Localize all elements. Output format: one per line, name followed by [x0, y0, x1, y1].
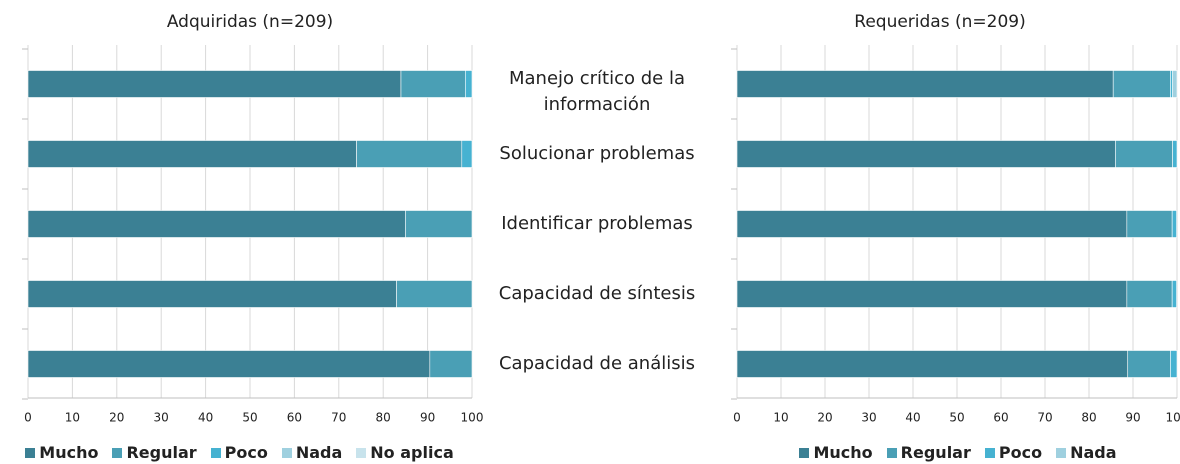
x-tick-label: 60 — [287, 411, 302, 425]
x-tick-label: 20 — [109, 411, 124, 425]
chart-title: Adquiridas (n=209) — [167, 12, 333, 32]
legend-swatch — [1056, 448, 1067, 458]
legend-item: No aplica — [356, 443, 454, 462]
legend-swatch — [210, 448, 221, 458]
legend: Mucho Regular Poco Nada No aplica — [2, 443, 477, 462]
bar-segment — [429, 350, 473, 378]
bar-segment — [27, 70, 402, 98]
category-label: Solucionar problemas — [499, 143, 695, 164]
legend-label: Mucho — [813, 443, 873, 462]
legend-swatch — [984, 448, 995, 458]
bar-segment — [405, 210, 473, 238]
bar-segment — [1170, 350, 1178, 378]
bar-segment — [1172, 140, 1178, 168]
x-tick-label: 0 — [733, 411, 741, 425]
legend-label: Poco — [998, 443, 1043, 462]
x-tick-label: 70 — [331, 411, 346, 425]
x-tick-label: 30 — [861, 411, 876, 425]
bar-segment — [27, 350, 431, 378]
bar-segment — [461, 140, 473, 168]
category-label: Manejo crítico de la información — [508, 68, 686, 115]
x-tick-label: 100 — [1166, 411, 1180, 425]
category-label: Capacidad de análisis — [498, 353, 695, 374]
bar-segment — [1112, 70, 1171, 98]
x-tick-label: 80 — [376, 411, 391, 425]
x-tick-label: 100 — [461, 411, 484, 425]
bar-segment — [1172, 70, 1178, 98]
x-tick-label: 80 — [1081, 411, 1096, 425]
bar-segment — [1127, 350, 1171, 378]
chart-title: Requeridas (n=209) — [854, 12, 1025, 32]
bar-segment — [736, 280, 1128, 308]
x-tick-label: 70 — [1037, 411, 1052, 425]
x-tick-label: 10 — [773, 411, 788, 425]
bar-segment — [736, 350, 1129, 378]
legend-swatch — [886, 448, 897, 458]
bar-segment — [1126, 280, 1173, 308]
legend-item: Mucho — [25, 443, 98, 462]
x-tick-label: 10 — [65, 411, 80, 425]
x-tick-label: 40 — [198, 411, 213, 425]
bar-segment — [356, 140, 463, 168]
x-tick-label: 60 — [993, 411, 1008, 425]
legend-item: Poco — [210, 443, 268, 462]
legend-swatch — [281, 448, 292, 458]
x-tick-label: 50 — [949, 411, 964, 425]
legend-item: Mucho — [799, 443, 873, 462]
x-tick-label: 90 — [1125, 411, 1140, 425]
bar-segment — [736, 140, 1116, 168]
category-label: Identificar problemas — [501, 213, 693, 234]
legend-label: Regular — [126, 443, 197, 462]
bar-segment — [27, 210, 406, 238]
legend-label: Nada — [1070, 443, 1117, 462]
bar-segment — [736, 210, 1128, 238]
legend-swatch — [25, 448, 36, 458]
bar-segment — [396, 280, 473, 308]
x-tick-label: 40 — [905, 411, 920, 425]
bar-segment — [27, 140, 357, 168]
bar-segment — [1171, 280, 1177, 308]
bar-segment — [27, 280, 397, 308]
x-tick-label: 0 — [24, 411, 32, 425]
legend-swatch — [112, 448, 123, 458]
category-label: Capacidad de síntesis — [498, 283, 696, 304]
x-tick-label: 20 — [817, 411, 832, 425]
legend-item: Nada — [281, 443, 343, 462]
bar-segment — [1115, 140, 1173, 168]
legend-label: Regular — [900, 443, 971, 462]
legend-item: Regular — [112, 443, 197, 462]
legend-label: Mucho — [39, 443, 99, 462]
x-tick-label: 50 — [242, 411, 257, 425]
bar-segment — [1171, 210, 1177, 238]
legend-swatch — [356, 448, 367, 458]
bar-segment — [400, 70, 466, 98]
legend-item: Poco — [984, 443, 1043, 462]
legend-swatch — [799, 448, 810, 458]
legend-label: Poco — [224, 443, 268, 462]
x-tick-label: 30 — [154, 411, 169, 425]
legend: Mucho Regular Poco Nada — [738, 443, 1178, 462]
x-tick-label: 90 — [420, 411, 435, 425]
bar-segment — [1126, 210, 1173, 238]
bar-segment — [736, 70, 1114, 98]
legend-item: Nada — [1056, 443, 1117, 462]
bar-segment — [465, 70, 473, 98]
bar-segment — [1170, 70, 1173, 98]
legend-label: No aplica — [370, 443, 454, 462]
legend-label: Nada — [295, 443, 343, 462]
legend-item: Regular — [886, 443, 971, 462]
